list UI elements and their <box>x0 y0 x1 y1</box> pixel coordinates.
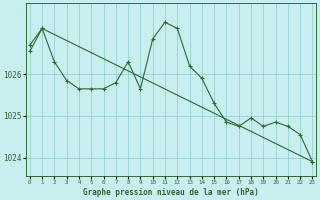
X-axis label: Graphe pression niveau de la mer (hPa): Graphe pression niveau de la mer (hPa) <box>83 188 259 197</box>
